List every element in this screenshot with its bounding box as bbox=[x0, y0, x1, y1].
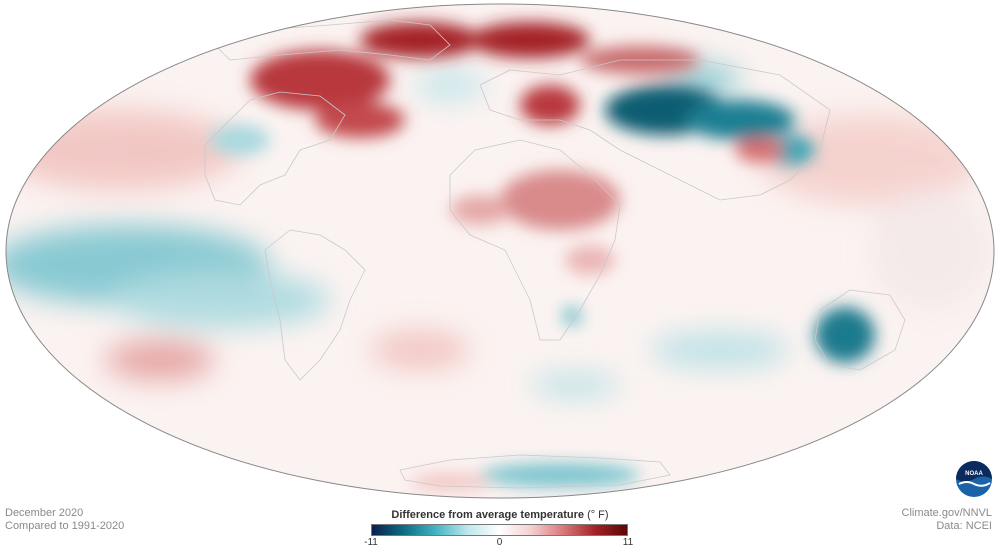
map-baseline: Compared to 1991-2020 bbox=[5, 520, 125, 532]
noaa-logo-text: NOAA bbox=[965, 471, 983, 477]
legend-ticks: -11 0 11 bbox=[364, 536, 633, 549]
credit-data: Data: NCEI bbox=[936, 520, 992, 532]
map-credits: Climate.gov/NNVL Data: NCEI bbox=[902, 507, 992, 533]
legend-mid-label: 0 bbox=[496, 537, 503, 548]
coastlines bbox=[204, 19, 906, 489]
anomaly-map bbox=[5, 3, 995, 499]
noaa-logo-icon: NOAA bbox=[955, 460, 993, 498]
legend-min-label: -11 bbox=[364, 537, 378, 548]
legend-unit: (° F) bbox=[587, 509, 609, 521]
legend-max-label: 11 bbox=[622, 537, 634, 548]
map-info: December 2020 Compared to 1991-2020 bbox=[5, 507, 124, 533]
legend-title-text: Difference from average temperature bbox=[391, 509, 584, 521]
color-legend: Difference from average temperature (° F… bbox=[364, 509, 635, 549]
globe-outline bbox=[5, 3, 995, 499]
map-month: December 2020 bbox=[5, 507, 84, 519]
legend-title: Difference from average temperature (° F… bbox=[365, 509, 635, 521]
credit-site: Climate.gov/NNVL bbox=[901, 507, 992, 519]
legend-colorbar bbox=[371, 524, 628, 536]
